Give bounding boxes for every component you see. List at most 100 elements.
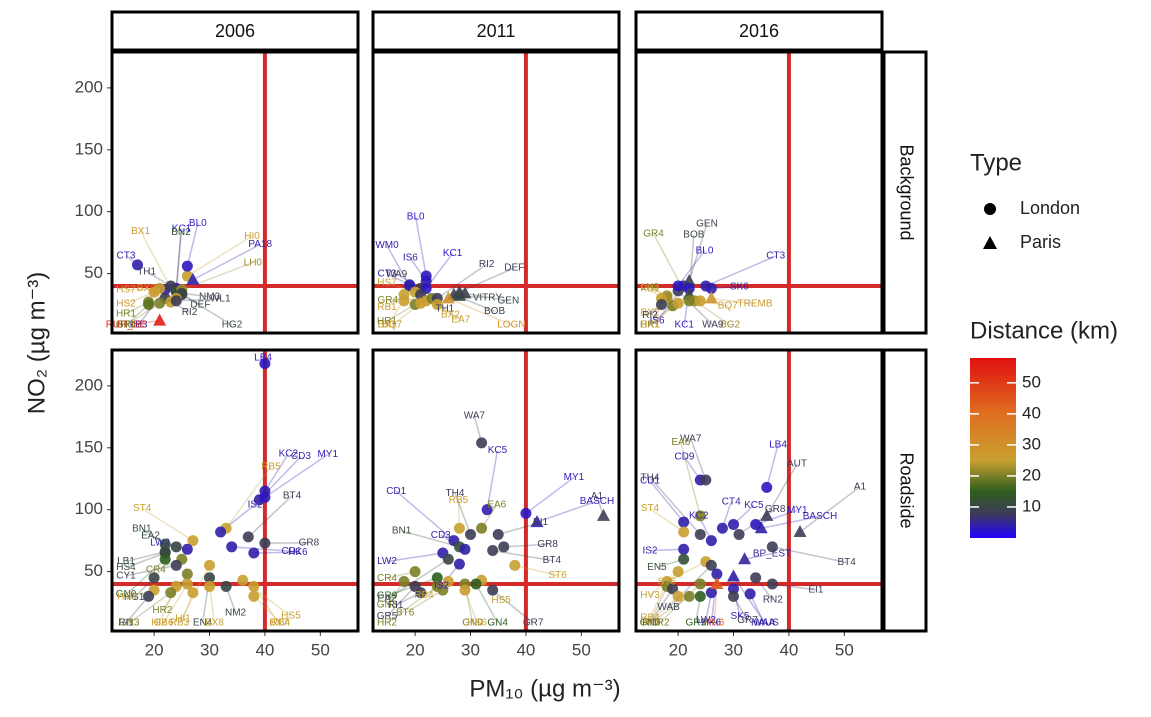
point-label: RB5 (261, 461, 281, 472)
point (684, 591, 695, 602)
point-label: WM0 (375, 240, 399, 251)
point-label: HS5 (491, 595, 511, 606)
point (171, 560, 182, 571)
point-label: GEN (498, 295, 520, 306)
point-label: CT4 (722, 496, 741, 507)
point-label: HR1 (116, 308, 136, 319)
point-label: BX2 (137, 283, 156, 294)
point-label: HS7 (116, 284, 136, 295)
point (248, 591, 259, 602)
point-label: BQ7 (382, 320, 402, 331)
point-label: HS6 (467, 618, 487, 629)
strip-label: 2006 (215, 21, 255, 41)
point-label: HV3 (640, 590, 660, 601)
point (678, 526, 689, 537)
point-label: BOB (683, 229, 704, 240)
y-tick-label: 100 (75, 201, 103, 220)
point (493, 529, 504, 540)
point-label: LW2 (377, 556, 397, 567)
point (509, 560, 520, 571)
legend-label: London (1020, 198, 1080, 218)
point-label: LOGN (497, 320, 525, 331)
colorbar (970, 358, 1016, 538)
colorbar-tick-label: 10 (1022, 496, 1041, 515)
point (673, 280, 684, 291)
point-label: EA7 (451, 314, 470, 325)
point-label: ST6 (658, 577, 677, 588)
point (182, 569, 193, 580)
point-label: BN1 (392, 526, 412, 537)
point (243, 531, 254, 542)
point-label: RB1 (640, 284, 660, 295)
point-label: KC5 (488, 445, 508, 456)
point (750, 572, 761, 583)
point-label: BQ7 (718, 301, 738, 312)
point (471, 578, 482, 589)
y-tick-label: 200 (75, 375, 103, 394)
strip-label: 2016 (739, 21, 779, 41)
legend-title: Type (970, 149, 1022, 176)
point-label: EI1 (533, 517, 548, 528)
point-label: CD1 (386, 486, 406, 497)
point-label: GR4 (643, 228, 664, 239)
panel: BX2IS6GENWA9LH0BL0KC1CT3SK6RB1BOBBG2RI2H… (636, 52, 882, 333)
point (476, 523, 487, 534)
y-tick-label: 200 (75, 77, 103, 96)
point-label: LB4 (769, 440, 787, 451)
point-label: HK6 (288, 547, 308, 558)
point-label: CR4 (146, 564, 166, 575)
point-label: LB4 (254, 353, 272, 364)
point (498, 541, 509, 552)
point (154, 298, 165, 309)
point-label: GN3 (119, 618, 140, 629)
point-label: HR2 (152, 605, 172, 616)
point-label: WL1 (210, 293, 231, 304)
point (259, 538, 270, 549)
point-label: KC5 (744, 500, 764, 511)
point-label: IS2 (642, 545, 657, 556)
point-label: PA18 (248, 239, 272, 250)
x-tick-label: 20 (669, 640, 688, 659)
point-label: KC2 (689, 510, 709, 521)
point (248, 548, 259, 559)
point (399, 295, 410, 306)
point-label: AUT (787, 459, 807, 470)
point (695, 591, 706, 602)
point (187, 587, 198, 598)
point (182, 261, 193, 272)
point-label: GR4 (377, 295, 398, 306)
y-tick-label: 100 (75, 499, 103, 518)
point-label: HG2 (222, 320, 243, 331)
y-tick-label: 50 (84, 263, 103, 282)
point-label: BP_EST (753, 548, 791, 559)
point-label: ST6 (548, 570, 567, 581)
point-label: MY1 (564, 472, 585, 483)
point (171, 295, 182, 306)
point-label: A1 (854, 481, 867, 492)
point (237, 575, 248, 586)
point-label: BT4 (837, 557, 856, 568)
point-label: IS2 (248, 499, 263, 510)
point-label: NM2 (225, 607, 247, 618)
point-label: BX1 (641, 320, 660, 331)
point (767, 578, 778, 589)
point-label: CD3 (431, 530, 451, 541)
point (678, 554, 689, 565)
point-label: BT4 (283, 490, 302, 501)
point-label: BL0 (189, 218, 207, 229)
point (678, 544, 689, 555)
point-label: GR8 (537, 539, 558, 550)
point-label: RB4 (271, 618, 291, 629)
point-label: GR7 (737, 615, 758, 626)
point (182, 544, 193, 555)
strip-label: Roadside (896, 452, 916, 528)
point (728, 591, 739, 602)
point (171, 541, 182, 552)
colorbar-title: Distance (km) (970, 317, 1118, 344)
x-tick-label: 30 (461, 640, 480, 659)
y-tick-label: 150 (75, 437, 103, 456)
point (745, 588, 756, 599)
point-label: LH0 (244, 257, 263, 268)
